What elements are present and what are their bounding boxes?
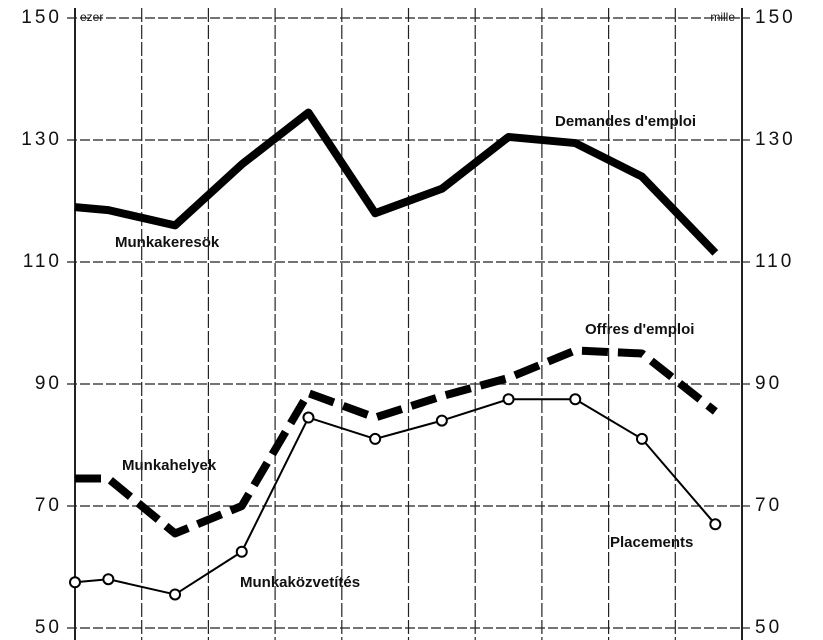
unit-left: ezer <box>80 10 103 24</box>
point <box>635 432 648 445</box>
series-label: Offres d'emploi <box>585 321 694 338</box>
y-tick-label: 50 <box>35 617 62 638</box>
point <box>169 588 182 601</box>
series-line <box>74 108 719 256</box>
y2-tick-label: 90 <box>755 373 782 394</box>
point <box>435 414 448 427</box>
point <box>102 573 115 586</box>
y2-tick-label: 150 <box>755 7 796 28</box>
unit-right: mille <box>710 10 735 24</box>
point <box>502 393 515 406</box>
series-line <box>75 346 718 538</box>
series-line <box>74 398 717 596</box>
annotation: Munkahelyek <box>122 457 217 474</box>
y2-tick-label: 50 <box>755 617 782 638</box>
annotation: Munkakeresök <box>115 234 220 251</box>
point <box>709 518 722 531</box>
series-label: Demandes d'emploi <box>555 113 696 130</box>
series-label: Placements <box>610 534 693 551</box>
y2-tick-label: 130 <box>755 129 796 150</box>
y2-tick-label: 110 <box>755 251 794 272</box>
annotation: Munkaközvetítés <box>240 574 360 591</box>
point <box>569 393 582 406</box>
y2-tick-label: 70 <box>755 495 782 516</box>
y-tick-label: 70 <box>35 495 62 516</box>
point <box>69 576 81 589</box>
y-tick-label: 130 <box>21 129 62 150</box>
y-tick-label: 110 <box>23 251 62 272</box>
y-tick-label: 90 <box>35 373 62 394</box>
point <box>302 411 315 424</box>
point <box>369 432 382 445</box>
point <box>235 545 248 558</box>
y-tick-label: 150 <box>21 7 62 28</box>
